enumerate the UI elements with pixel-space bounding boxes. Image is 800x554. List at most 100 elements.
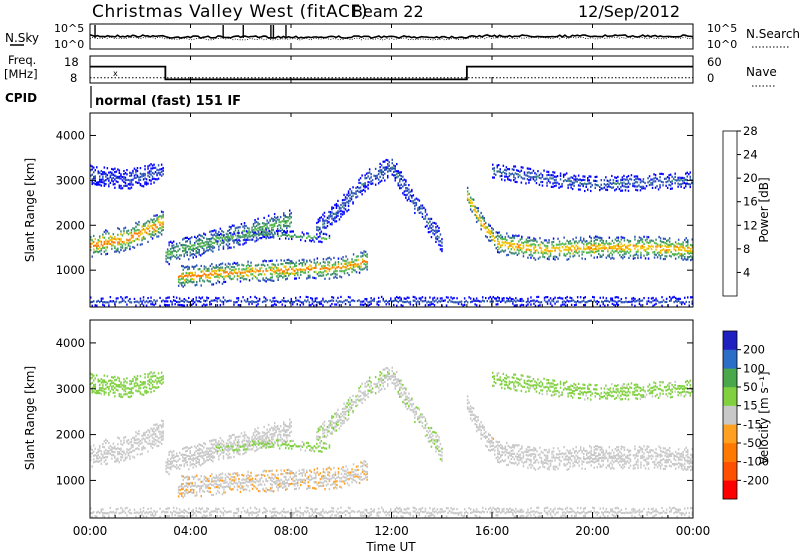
power-cell: [343, 269, 346, 272]
power-cell: [655, 242, 657, 245]
power-cell: [535, 176, 538, 179]
power-cell: [541, 184, 544, 187]
power-cell: [592, 295, 594, 299]
power-cell: [144, 237, 146, 240]
power-cell: [335, 206, 338, 209]
velocity-cell: [273, 425, 276, 428]
velocity-cell: [206, 447, 208, 450]
power-cell: [640, 256, 642, 259]
power-cell: [661, 296, 663, 299]
power-cell: [549, 249, 552, 252]
power-cell: [528, 301, 531, 304]
power-cell: [677, 185, 679, 188]
power-cell: [412, 304, 415, 307]
velocity-cell: [159, 424, 161, 427]
power-cell: [635, 185, 637, 188]
velocity-cell: [211, 493, 213, 497]
power-cell: [156, 178, 158, 181]
power-cell: [457, 302, 460, 305]
power-cell: [677, 297, 680, 300]
power-cell: [97, 251, 99, 254]
power-cell: [605, 240, 608, 243]
power-cell: [659, 257, 662, 260]
power-cell: [141, 173, 143, 176]
power-cell: [246, 236, 249, 239]
power-cell: [554, 258, 556, 261]
velocity-cell: [157, 430, 160, 433]
power-cell: [674, 249, 677, 252]
velocity-cell: [317, 435, 320, 438]
power-cell: [233, 275, 236, 278]
power-cell: [356, 195, 359, 198]
power-cell: [150, 218, 152, 221]
power-cell: [142, 235, 145, 238]
velocity-cell: [347, 399, 350, 402]
power-cell: [659, 237, 662, 240]
power-cell: [427, 304, 430, 307]
power-cell: [168, 304, 170, 307]
velocity-cell: [329, 424, 332, 427]
power-cell: [506, 239, 508, 242]
power-cell: [605, 241, 608, 244]
velocity-cell: [209, 487, 212, 490]
velocity-cell: [276, 442, 279, 445]
power-cell: [526, 171, 529, 174]
power-cell: [598, 247, 600, 250]
power-cell: [513, 173, 515, 176]
power-cell: [665, 177, 667, 180]
power-cell: [528, 239, 531, 242]
power-cell: [221, 233, 223, 236]
velocity-cell: [139, 453, 142, 456]
velocity-cell: [289, 431, 291, 434]
power-cell: [206, 269, 209, 272]
power-cell: [252, 224, 255, 227]
power-cell: [390, 297, 392, 300]
power-cell: [491, 227, 493, 230]
velocity-cell: [195, 465, 197, 468]
power-cell: [684, 256, 686, 259]
power-cell: [546, 249, 549, 252]
power-cell: [646, 251, 648, 254]
power-cell: [185, 251, 187, 254]
power-cell: [598, 252, 600, 255]
power-cell: [480, 300, 482, 303]
power-cell: [638, 298, 641, 301]
power-cell: [316, 237, 318, 240]
velocity-cell: [264, 442, 267, 445]
power-cell: [564, 242, 567, 245]
power-cell: [620, 189, 622, 192]
power-cell: [354, 259, 356, 262]
power-cell: [394, 174, 396, 177]
power-cell: [541, 175, 544, 178]
power-cell: [635, 175, 637, 178]
power-cell: [593, 236, 595, 239]
power-cell: [482, 224, 484, 227]
power-cell: [227, 230, 229, 233]
power-cell: [665, 184, 667, 187]
power-cell: [141, 302, 143, 305]
velocity-cell: [198, 443, 200, 446]
power-cell: [172, 247, 175, 250]
power-cell: [564, 245, 567, 248]
power-cell: [382, 160, 384, 163]
power-cell: [352, 186, 354, 189]
power-cell: [236, 239, 239, 243]
velocity-cell: [115, 460, 118, 463]
noise-spikes: [94, 25, 287, 38]
power-cell: [385, 303, 387, 306]
velocity-cell: [367, 392, 369, 395]
velocity-cell: [379, 389, 381, 392]
velocity-cell: [132, 445, 134, 448]
velocity-cell: [334, 429, 336, 432]
power-cell: [691, 256, 693, 259]
velocity-cell: [118, 461, 121, 464]
power-cell: [507, 245, 510, 249]
power-cell: [351, 261, 353, 264]
velocity-cell: [287, 434, 289, 437]
velocity-cell: [121, 456, 124, 459]
power-cell: [634, 238, 636, 241]
power-cell: [625, 251, 627, 254]
power-cell: [403, 297, 406, 300]
velocity-cell: [405, 387, 407, 390]
power-cell: [547, 170, 550, 173]
